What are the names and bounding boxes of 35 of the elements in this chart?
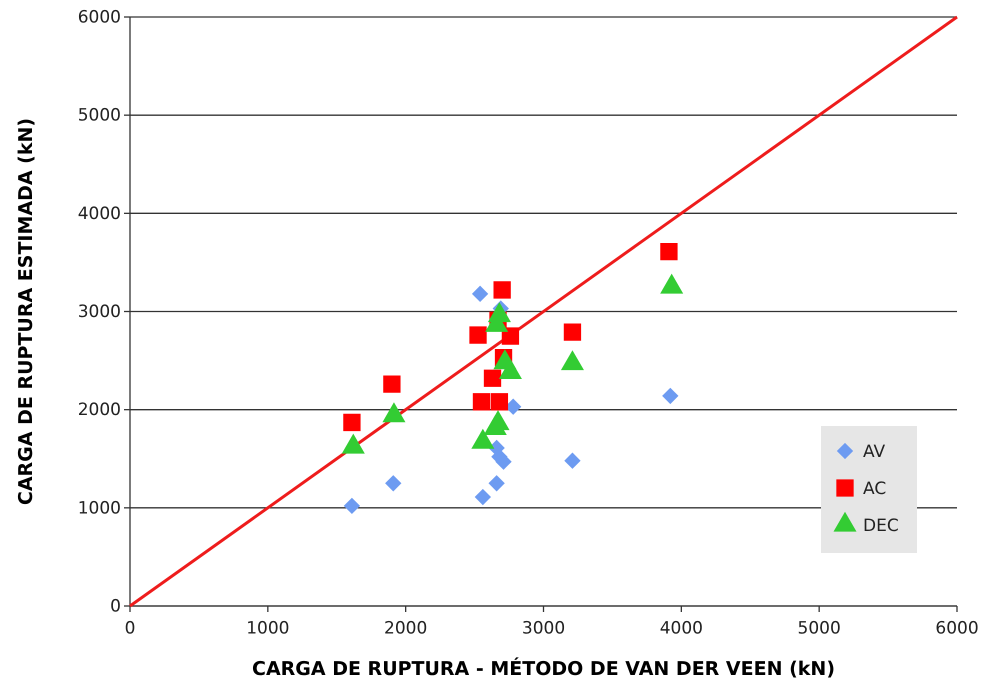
point: [564, 452, 581, 469]
point: [343, 414, 361, 432]
x-tick-label: 0: [124, 618, 136, 639]
point: [662, 388, 678, 404]
x-tick-label: 6000: [935, 618, 979, 639]
point: [474, 488, 492, 506]
y-tick-label: 6000: [78, 7, 121, 28]
point: [385, 475, 402, 492]
point: [660, 242, 678, 260]
point: [484, 370, 502, 387]
y-tick-label: 2000: [78, 400, 121, 420]
point: [490, 393, 508, 410]
y-tick-label: 5000: [78, 106, 121, 126]
legend-label: AV: [863, 442, 886, 462]
y-axis-title: CARGA DE RUPTURA ESTIMADA (kN): [15, 118, 37, 506]
x-tick-label: 3000: [522, 618, 566, 639]
x-axis-title: CARGA DE RUPTURA - MÉTODO DE VAN DER VEEN (kN): [252, 657, 835, 680]
legend-label: DEC: [863, 516, 899, 536]
legend-label: AC: [863, 479, 886, 499]
x-tick-label: 5000: [798, 618, 841, 639]
point: [488, 475, 505, 492]
point: [383, 375, 401, 393]
y-tick-label: 3000: [78, 302, 121, 322]
y-tick-label: 0: [110, 596, 121, 616]
y-tick-label: 4000: [78, 204, 121, 224]
point: [472, 286, 488, 302]
x-tick-label: 2000: [384, 618, 428, 639]
x-tick-label: 4000: [660, 618, 703, 639]
point: [469, 326, 487, 344]
point: [564, 323, 582, 341]
x-tick-label: 1000: [246, 618, 290, 639]
point: [493, 281, 511, 299]
point: [472, 393, 490, 410]
y-tick-label: 1000: [78, 498, 121, 518]
point: [344, 498, 360, 514]
